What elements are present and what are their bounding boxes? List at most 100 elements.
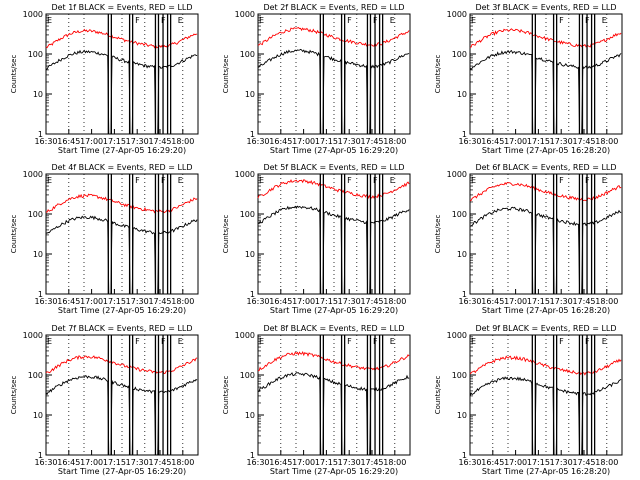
- y-tick-label: 10: [33, 411, 43, 420]
- x-axis-label: Start Time (27-Apr-05 16:29:20): [58, 467, 186, 476]
- x-tick-label: 17:15: [103, 297, 126, 306]
- x-tick-label: 17:00: [292, 137, 315, 146]
- x-tick-label: 16:45: [269, 458, 292, 467]
- flag-label: F: [347, 176, 352, 185]
- y-tick-label: 1: [462, 451, 467, 460]
- flag-label: E: [259, 337, 264, 346]
- flag-label: E: [178, 337, 183, 346]
- flag-label: F: [135, 337, 140, 346]
- panel-title: Det 4f BLACK = Events, RED = LLD: [51, 163, 192, 172]
- x-tick-label: 17:45: [572, 458, 595, 467]
- y-tick-label: 100: [28, 371, 43, 380]
- flag-label: F: [347, 337, 352, 346]
- x-tick-label: 16:30: [458, 458, 481, 467]
- y-tick-label: 1: [462, 290, 467, 299]
- events-series-line: [45, 49, 198, 135]
- flag-label: E: [259, 16, 264, 25]
- x-axis-label: Start Time (27-Apr-05 16:29:20): [270, 146, 398, 155]
- events-series-line: [469, 49, 622, 135]
- x-tick-label: 17:00: [80, 297, 103, 306]
- y-tick-label: 10: [33, 90, 43, 99]
- x-tick-label: 17:00: [504, 458, 527, 467]
- panel-title: Det 1f BLACK = Events, RED = LLD: [51, 3, 192, 12]
- y-tick-label: 10: [245, 90, 255, 99]
- x-tick-label: 18:00: [171, 458, 194, 467]
- y-tick-label: 1: [250, 451, 255, 460]
- flag-label: E: [47, 16, 52, 25]
- flag-label: E: [390, 176, 395, 185]
- y-tick-label: 1: [38, 130, 43, 139]
- y-axis-label: Counts/sec: [222, 55, 230, 94]
- x-tick-label: 17:15: [103, 458, 126, 467]
- y-tick-label: 1: [250, 290, 255, 299]
- y-tick-label: 1: [38, 290, 43, 299]
- x-tick-label: 17:30: [338, 297, 361, 306]
- y-tick-label: 100: [240, 210, 255, 219]
- flag-label: F: [559, 16, 564, 25]
- lld-series-line: [257, 26, 410, 47]
- flag-label: E: [178, 16, 183, 25]
- x-tick-label: 17:15: [315, 297, 338, 306]
- x-axis-label: Start Time (27-Apr-05 16:29:20): [270, 306, 398, 315]
- panel-title: Det 9f BLACK = Events, RED = LLD: [475, 324, 616, 333]
- x-tick-label: 17:15: [527, 137, 550, 146]
- flag-label: F: [559, 337, 564, 346]
- y-tick-label: 10: [457, 90, 467, 99]
- panel: Det 9f BLACK = Events, RED = LLDFFEE1101…: [434, 324, 623, 476]
- x-tick-label: 18:00: [595, 458, 618, 467]
- x-tick-label: 16:45: [57, 297, 80, 306]
- x-axis-label: Start Time (27-Apr-05 16:28:20): [482, 146, 610, 155]
- events-series-line: [257, 372, 410, 456]
- y-tick-label: 100: [28, 210, 43, 219]
- y-tick-label: 100: [452, 371, 467, 380]
- panel: Det 5f BLACK = Events, RED = LLDFFEE1101…: [222, 163, 411, 315]
- x-tick-label: 16:30: [458, 137, 481, 146]
- y-axis-label: Counts/sec: [10, 55, 18, 94]
- x-tick-label: 17:15: [527, 458, 550, 467]
- x-tick-label: 16:45: [481, 137, 504, 146]
- y-tick-label: 1: [38, 451, 43, 460]
- y-tick-label: 1000: [235, 331, 255, 340]
- lld-series-line: [46, 193, 198, 214]
- y-axis-label: Counts/sec: [222, 376, 230, 415]
- x-tick-label: 17:00: [292, 458, 315, 467]
- lld-series-line: [45, 355, 198, 375]
- flag-label: E: [602, 337, 607, 346]
- y-tick-label: 1000: [447, 331, 467, 340]
- x-tick-label: 16:45: [57, 137, 80, 146]
- x-tick-label: 17:45: [148, 458, 171, 467]
- y-axis-label: Counts/sec: [434, 55, 442, 94]
- y-axis-label: Counts/sec: [434, 215, 442, 254]
- x-tick-label: 17:45: [360, 297, 383, 306]
- flag-label: E: [178, 176, 183, 185]
- x-tick-label: 17:30: [126, 297, 149, 306]
- x-tick-label: 17:15: [315, 137, 338, 146]
- x-tick-label: 17:15: [315, 458, 338, 467]
- x-tick-label: 17:45: [360, 458, 383, 467]
- panel: Det 6f BLACK = Events, RED = LLDFFEE1101…: [434, 163, 623, 315]
- x-tick-label: 17:45: [148, 297, 171, 306]
- x-tick-label: 18:00: [595, 297, 618, 306]
- x-tick-label: 16:30: [34, 458, 57, 467]
- events-series-line: [257, 205, 410, 295]
- x-tick-label: 18:00: [383, 137, 406, 146]
- panel-title: Det 2f BLACK = Events, RED = LLD: [263, 3, 404, 12]
- x-tick-label: 17:45: [572, 297, 595, 306]
- panel: Det 2f BLACK = Events, RED = LLDFFEE1101…: [222, 3, 411, 155]
- x-tick-label: 17:30: [338, 137, 361, 146]
- y-axis-label: Counts/sec: [222, 215, 230, 254]
- lld-series-line: [469, 181, 622, 202]
- flag-label: F: [135, 176, 140, 185]
- y-tick-label: 100: [28, 50, 43, 59]
- flag-label: E: [47, 337, 52, 346]
- y-tick-label: 100: [240, 371, 255, 380]
- y-tick-label: 1000: [235, 170, 255, 179]
- x-tick-label: 16:45: [269, 137, 292, 146]
- events-series-line: [469, 376, 622, 456]
- x-tick-label: 16:45: [481, 297, 504, 306]
- panel-title: Det 6f BLACK = Events, RED = LLD: [475, 163, 616, 172]
- x-tick-label: 17:00: [292, 297, 315, 306]
- x-tick-label: 16:30: [34, 297, 57, 306]
- y-tick-label: 10: [245, 411, 255, 420]
